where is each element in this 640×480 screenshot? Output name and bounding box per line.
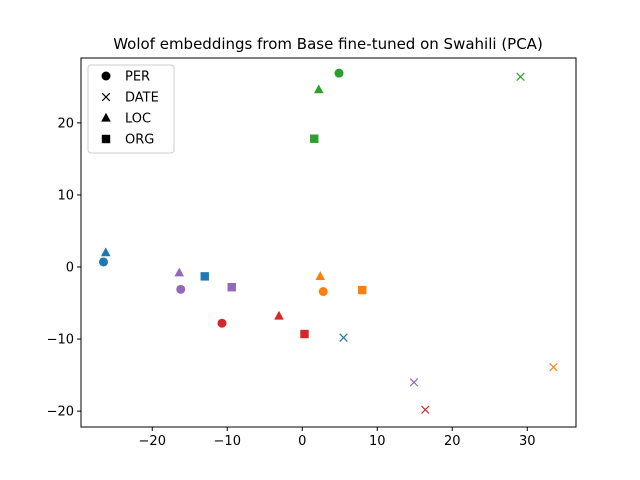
- legend-circle-icon: [101, 71, 111, 81]
- point-loc: [315, 271, 326, 280]
- data-points: [99, 68, 558, 414]
- point-org: [200, 272, 209, 281]
- y-tick-label: 20: [57, 116, 74, 131]
- point-per: [318, 287, 328, 297]
- chart-title: Wolof embeddings from Base fine-tuned on…: [113, 35, 543, 53]
- point-org: [310, 134, 319, 143]
- x-tick-label: −10: [214, 434, 241, 449]
- point-date: [516, 72, 525, 81]
- legend: PER DATE LOC ORG: [87, 64, 175, 154]
- legend-triangle-icon: [101, 112, 111, 122]
- point-loc: [100, 247, 111, 257]
- point-date: [339, 333, 348, 342]
- point-per: [99, 257, 108, 267]
- y-tick-label: 10: [57, 188, 74, 203]
- x-tick-label: 30: [519, 434, 536, 449]
- point-loc: [313, 84, 324, 94]
- legend-label: PER: [125, 70, 150, 85]
- x-tick-label: 20: [444, 434, 461, 449]
- legend-label: LOC: [125, 112, 151, 127]
- y-tick-label: 0: [66, 261, 74, 276]
- point-per: [217, 318, 227, 328]
- legend-label: ORG: [125, 133, 154, 148]
- x-tick-label: 0: [298, 434, 306, 449]
- point-org: [358, 285, 367, 295]
- point-loc: [174, 267, 185, 277]
- point-date: [549, 362, 558, 372]
- x-axis: −20 −10 0 10 20 30: [139, 427, 536, 449]
- y-axis: −20 −10 0 10 20: [47, 116, 81, 420]
- point-per: [334, 68, 344, 78]
- y-tick-label: −10: [47, 333, 74, 348]
- point-date: [409, 378, 419, 387]
- legend-label: DATE: [125, 91, 159, 106]
- point-org: [300, 329, 309, 339]
- point-per: [176, 284, 186, 294]
- point-loc: [274, 310, 284, 320]
- x-tick-label: −20: [139, 434, 166, 449]
- axes-frame: [80, 57, 577, 428]
- point-date: [421, 405, 430, 414]
- legend-x-icon: [101, 92, 111, 102]
- legend-box: [87, 64, 175, 154]
- point-org: [227, 282, 236, 292]
- plot-area: [80, 57, 577, 428]
- x-tick-label: 10: [369, 434, 386, 449]
- y-tick-label: −20: [47, 405, 74, 420]
- legend-square-icon: [101, 134, 111, 144]
